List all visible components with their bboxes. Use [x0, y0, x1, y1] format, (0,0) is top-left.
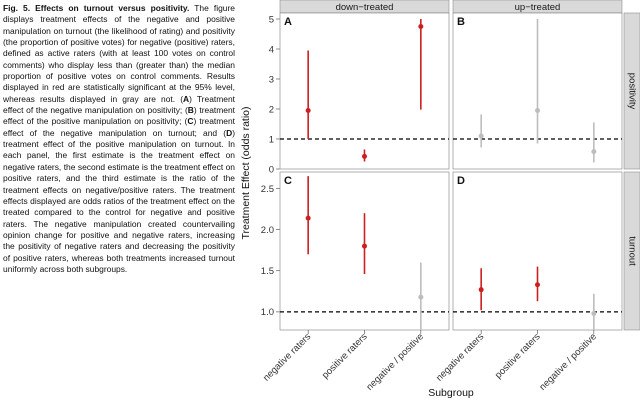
caption-body: The figure displays treatment effects of… [3, 3, 235, 274]
caption-panel-letter: D [226, 127, 233, 138]
y-tick-label: 4 [269, 44, 274, 55]
point-estimate [591, 311, 597, 317]
caption-panel-letter: B [187, 105, 194, 116]
x-axis-title: Subgroup [428, 387, 474, 399]
row-strip [623, 171, 640, 331]
panel-letter: C [284, 175, 292, 187]
point-estimate [418, 294, 424, 300]
point-estimate [535, 282, 540, 288]
point-estimate [535, 108, 540, 113]
panel-letter: D [457, 175, 465, 187]
row-strip-label: turnout [627, 236, 638, 266]
point-estimate [478, 133, 484, 139]
caption-panel-letter: A [183, 93, 190, 104]
x-tick-label: negative raters [434, 331, 486, 383]
point-estimate [362, 243, 367, 249]
point-estimate [418, 24, 424, 29]
point-estimate [478, 287, 484, 293]
point-estimate [305, 108, 311, 113]
panel-letter: A [284, 16, 292, 28]
point-estimate [591, 149, 597, 155]
y-tick-label: 5 [269, 14, 274, 25]
caption-text: ) Treatment effect of the negative manip… [3, 93, 235, 116]
y-tick-label: 1.5 [261, 266, 274, 277]
y-axis-title: Treatment Effect (odds ratio) [240, 106, 252, 239]
y-tick-label: 2.5 [261, 184, 274, 195]
panel-frame [279, 12, 450, 170]
caption-text: The figure displays treatment effects of… [3, 3, 235, 104]
y-tick-label: 1.0 [261, 307, 274, 318]
x-tick-label: negative / positive [537, 331, 599, 393]
row-strip [623, 12, 640, 170]
caption-panel-letter: C [187, 116, 194, 127]
y-tick-label: 2 [269, 104, 274, 115]
figure-title: Effects on turnout versus positivity. [35, 3, 190, 13]
column-strip-label: down−treated [336, 2, 394, 13]
treatment-effect-figure: down−treated up−treated positivity turnout 0… [236, 0, 640, 406]
figure-label: Fig. 5. [3, 3, 31, 13]
caption-text: ) treatment effect of the negative manip… [3, 116, 235, 138]
caption-text: ) treatment effect of the positive manip… [3, 105, 236, 127]
point-estimate [362, 153, 367, 159]
y-tick-label: 2.0 [261, 225, 274, 236]
y-tick-label: 1 [269, 134, 274, 145]
point-estimate [305, 215, 311, 221]
x-tick-label: negative / positive [364, 331, 426, 393]
caption-text: ) treatment effect of the positive manip… [3, 127, 235, 274]
y-tick-label: 3 [269, 74, 274, 85]
panel-letter: B [457, 16, 465, 28]
x-tick-label: positive raters [493, 331, 543, 381]
facet-point-range-chart: down−treated up−treated positivity turnout 0… [240, 0, 640, 399]
x-tick-label: negative raters [261, 331, 313, 383]
x-tick-label: positive raters [320, 331, 370, 381]
panel-frame [452, 171, 623, 331]
y-tick-label: 0 [269, 164, 274, 175]
column-strip-label: up−treated [515, 2, 561, 13]
figure-caption: Fig. 5. Effects on turnout versus positi… [3, 3, 235, 275]
row-strip-label: positivity [627, 73, 638, 110]
